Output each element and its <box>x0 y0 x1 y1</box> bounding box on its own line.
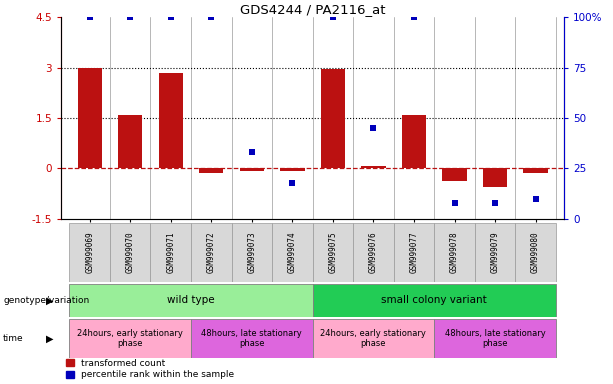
Bar <box>69 319 191 358</box>
Bar <box>69 223 110 282</box>
Text: 24hours, early stationary
phase: 24hours, early stationary phase <box>321 329 427 348</box>
Bar <box>313 319 434 358</box>
Point <box>85 14 94 20</box>
Bar <box>69 284 313 317</box>
Legend: transformed count, percentile rank within the sample: transformed count, percentile rank withi… <box>66 359 234 379</box>
Text: GSM999077: GSM999077 <box>409 232 419 273</box>
Text: GSM999074: GSM999074 <box>288 232 297 273</box>
Point <box>531 196 541 202</box>
Bar <box>159 73 183 169</box>
Bar <box>313 284 556 317</box>
Text: GSM999071: GSM999071 <box>166 232 175 273</box>
Bar <box>321 69 345 169</box>
Bar <box>191 223 232 282</box>
Text: GSM999075: GSM999075 <box>329 232 337 273</box>
Text: genotype/variation: genotype/variation <box>3 296 89 305</box>
Bar <box>402 116 426 169</box>
Bar <box>110 223 150 282</box>
Bar <box>313 223 353 282</box>
Bar <box>434 223 475 282</box>
Text: 24hours, early stationary
phase: 24hours, early stationary phase <box>77 329 183 348</box>
Bar <box>475 223 516 282</box>
Text: GSM999076: GSM999076 <box>369 232 378 273</box>
Text: GSM999069: GSM999069 <box>85 232 94 273</box>
Bar <box>516 223 556 282</box>
Bar <box>118 115 142 169</box>
Bar <box>240 169 264 171</box>
Point <box>328 14 338 20</box>
Bar <box>199 169 224 172</box>
Bar <box>483 169 507 187</box>
Bar <box>524 169 548 173</box>
Point <box>409 14 419 20</box>
Text: time: time <box>3 334 24 343</box>
Bar <box>150 223 191 282</box>
Text: small colony variant: small colony variant <box>381 295 487 306</box>
Text: GSM999078: GSM999078 <box>450 232 459 273</box>
Text: ▶: ▶ <box>47 295 54 306</box>
Text: GSM999079: GSM999079 <box>490 232 500 273</box>
Text: wild type: wild type <box>167 295 215 306</box>
Point <box>368 125 378 131</box>
Bar <box>191 319 313 358</box>
Text: 48hours, late stationary
phase: 48hours, late stationary phase <box>202 329 302 348</box>
Text: GSM999073: GSM999073 <box>247 232 256 273</box>
Point <box>247 149 257 156</box>
Text: GSM999080: GSM999080 <box>531 232 540 273</box>
Bar <box>443 169 466 181</box>
Bar <box>353 223 394 282</box>
Point <box>449 200 459 206</box>
Title: GDS4244 / PA2116_at: GDS4244 / PA2116_at <box>240 3 386 16</box>
Point <box>166 14 176 20</box>
Bar <box>434 319 556 358</box>
Bar <box>272 223 313 282</box>
Point <box>490 200 500 206</box>
Text: 48hours, late stationary
phase: 48hours, late stationary phase <box>444 329 546 348</box>
Bar <box>232 223 272 282</box>
Text: ▶: ▶ <box>47 334 54 344</box>
Text: GSM999070: GSM999070 <box>126 232 135 273</box>
Bar <box>361 166 386 169</box>
Bar <box>77 68 102 169</box>
Bar <box>394 223 434 282</box>
Bar <box>280 169 305 171</box>
Point <box>207 14 216 20</box>
Text: GSM999072: GSM999072 <box>207 232 216 273</box>
Point <box>125 14 135 20</box>
Point <box>287 180 297 186</box>
